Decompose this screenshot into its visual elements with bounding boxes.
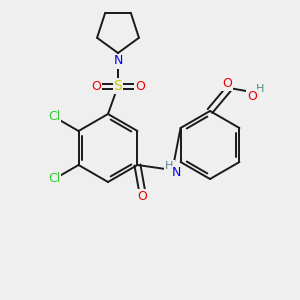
Text: N: N <box>113 55 123 68</box>
Text: Cl: Cl <box>48 110 60 124</box>
Text: N: N <box>172 167 181 179</box>
Text: O: O <box>135 80 145 92</box>
Text: Cl: Cl <box>48 172 60 185</box>
Text: O: O <box>137 190 147 202</box>
Text: O: O <box>91 80 101 92</box>
Text: S: S <box>114 79 122 93</box>
Text: H: H <box>165 161 174 171</box>
Text: O: O <box>222 76 232 89</box>
Text: H: H <box>256 84 264 94</box>
Text: O: O <box>247 90 257 103</box>
